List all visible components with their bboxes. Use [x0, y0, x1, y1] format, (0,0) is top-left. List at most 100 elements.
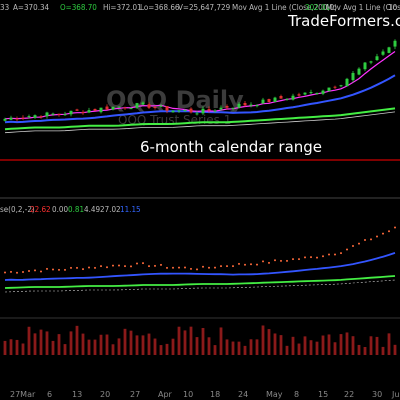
- volume-bar: [93, 339, 97, 355]
- candle-body: [165, 106, 169, 111]
- candle-body: [195, 113, 199, 115]
- volume-bar: [165, 343, 169, 355]
- x-tick-label: 8: [294, 390, 299, 399]
- indicator-dot: [214, 266, 216, 269]
- candle-body: [177, 110, 181, 112]
- indicator-dot: [268, 261, 270, 264]
- indicator-dot: [94, 266, 96, 269]
- candle-body: [297, 94, 301, 96]
- indicator-blue-line: [4, 252, 396, 281]
- indicator-dot: [22, 270, 24, 273]
- header-ma200-value: 302.01: [305, 3, 330, 12]
- indicator-dot: [70, 266, 72, 269]
- candle-body: [225, 106, 229, 108]
- volume-bar: [195, 337, 199, 355]
- candle-body: [387, 47, 391, 53]
- volume-bar: [147, 333, 151, 355]
- indicator-dot: [334, 253, 336, 256]
- indicator-dot: [322, 255, 324, 258]
- indicator-dot: [16, 271, 18, 274]
- x-tick-label: 13: [72, 390, 82, 399]
- candle-body: [99, 107, 103, 113]
- volume-bar: [345, 332, 349, 355]
- candle-body: [57, 113, 61, 115]
- candle-body: [183, 110, 187, 112]
- ma200-green-line: [4, 107, 396, 131]
- indicator-dot: [118, 264, 120, 267]
- candle-body: [219, 107, 223, 110]
- candle-body: [39, 116, 43, 118]
- volume-bar: [207, 337, 211, 355]
- candle-body: [345, 78, 349, 87]
- candle-body: [69, 110, 73, 115]
- indicator-dot: [46, 267, 48, 270]
- header-high: Hi=372.01: [103, 3, 142, 12]
- volume-bar: [369, 336, 373, 355]
- candle-body: [27, 116, 31, 118]
- volume-bar: [111, 344, 115, 355]
- header-volume: V=25,647,729: [178, 3, 231, 12]
- candle-body: [147, 104, 151, 108]
- indicator-dot: [352, 245, 354, 248]
- header-ma-label-2: Mov Avg 1 Line (Close,: [326, 3, 400, 12]
- candle-body: [255, 105, 259, 107]
- indicator-dot: [166, 266, 168, 269]
- indicator-dot: [82, 268, 84, 271]
- volume-bar: [309, 340, 313, 355]
- ma-white-line: [4, 111, 396, 134]
- volume-bar: [63, 344, 67, 355]
- indicator-dot: [394, 226, 396, 229]
- volume-bar: [15, 339, 19, 355]
- volume-bar: [213, 345, 217, 355]
- indicator-dot: [298, 258, 300, 261]
- candle-body: [213, 110, 217, 112]
- candle-body: [285, 98, 289, 100]
- x-tick-label: May: [266, 390, 283, 399]
- indicator-dot: [10, 270, 12, 273]
- volume-bar: [387, 333, 391, 355]
- indicator-dot: [196, 268, 198, 271]
- price-panel: [3, 39, 397, 134]
- candle-body: [279, 96, 283, 99]
- x-tick-label: 24: [238, 390, 248, 399]
- indicator-dot: [220, 265, 222, 268]
- volume-bar: [339, 334, 343, 355]
- indicator-dot: [34, 269, 36, 272]
- indicator-dot: [154, 264, 156, 267]
- indicator-dot: [184, 266, 186, 269]
- indicator-dot: [160, 263, 162, 266]
- candle-body: [117, 106, 121, 108]
- brand-label: TradeFormers.com: [287, 12, 400, 30]
- indicator-dot: [286, 259, 288, 262]
- x-tick-label: 15: [318, 390, 328, 399]
- x-tick-label: 18: [210, 390, 220, 399]
- volume-bar: [57, 334, 61, 355]
- x-tick-label: 10: [183, 390, 193, 399]
- volume-bar: [291, 336, 295, 355]
- indicator-dot: [28, 269, 30, 272]
- volume-bar: [123, 328, 127, 355]
- indicator-dot: [76, 266, 78, 269]
- volume-bar: [357, 344, 361, 355]
- indicator-dot: [370, 238, 372, 241]
- x-tick-label: Apr: [158, 390, 173, 399]
- indicator-dot: [256, 263, 258, 266]
- candle-body: [393, 40, 397, 47]
- candle-body: [315, 92, 319, 94]
- volume-bar: [243, 345, 247, 355]
- volume-bar: [117, 338, 121, 355]
- candle-body: [201, 108, 205, 114]
- indicator-dot: [340, 252, 342, 255]
- candle-body: [291, 95, 295, 100]
- candle-body: [231, 107, 235, 109]
- volume-bar: [249, 339, 253, 355]
- indicator-value-3: 0.81: [68, 205, 84, 214]
- indicator-panel: [4, 226, 396, 293]
- volume-bar: [327, 334, 331, 355]
- candle-body: [15, 118, 19, 120]
- candle-body: [357, 68, 361, 75]
- candle-body: [111, 106, 115, 110]
- volume-bar: [45, 331, 49, 355]
- indicator-dot: [142, 262, 144, 265]
- indicator-dot: [280, 259, 282, 262]
